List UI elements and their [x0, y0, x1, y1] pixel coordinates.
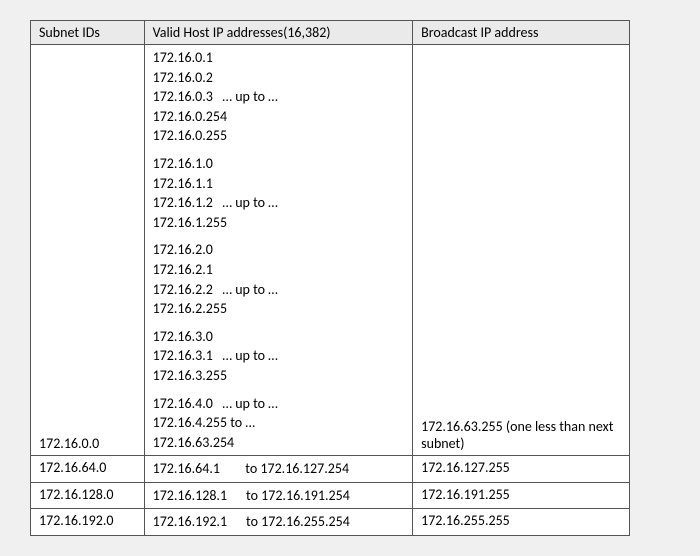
- ip-line: 172.16.2.255: [153, 299, 405, 319]
- host-range-cell: 172.16.192.1 to 172.16.255.254: [144, 509, 413, 536]
- table-body: 172.16.0.0172.16.0.1172.16.0.2172.16.0.3…: [31, 45, 630, 536]
- ip-line: 172.16.4.0 … up to …: [153, 394, 405, 414]
- ip-line: 172.16.3.1 … up to …: [153, 346, 405, 366]
- ip-line: 172.16.2.2 … up to …: [153, 280, 405, 300]
- ip-line: 172.16.0.3 … up to …: [153, 87, 405, 107]
- table-row: 172.16.128.0172.16.128.1 to 172.16.191.2…: [31, 482, 630, 509]
- host-range-cell: 172.16.128.1 to 172.16.191.254: [144, 482, 413, 509]
- table-row: 172.16.192.0172.16.192.1 to 172.16.255.2…: [31, 509, 630, 536]
- host-range-cell: 172.16.0.1172.16.0.2172.16.0.3 … up to ……: [144, 45, 413, 456]
- ip-line: 172.16.0.1: [153, 48, 405, 68]
- ip-line: 172.16.1.255: [153, 213, 405, 233]
- ip-line: 172.16.0.254: [153, 107, 405, 127]
- ip-line: 172.16.1.1: [153, 174, 405, 194]
- broadcast-cell: 172.16.63.255 (one less than next subnet…: [413, 45, 630, 456]
- subnet-id-cell: 172.16.128.0: [31, 482, 145, 509]
- col-host-header: Valid Host IP addresses(16,382): [144, 21, 413, 45]
- table-row: 172.16.0.0172.16.0.1172.16.0.2172.16.0.3…: [31, 45, 630, 456]
- broadcast-cell: 172.16.191.255: [413, 482, 630, 509]
- table-header-row: Subnet IDs Valid Host IP addresses(16,38…: [31, 21, 630, 45]
- ip-line: 172.16.3.255: [153, 366, 405, 386]
- ip-line: 172.16.2.0: [153, 240, 405, 260]
- host-range-cell: 172.16.64.1 to 172.16.127.254: [144, 456, 413, 483]
- broadcast-cell: 172.16.127.255: [413, 456, 630, 483]
- ip-line: 172.16.4.255 to …: [153, 413, 405, 433]
- subnet-id-cell: 172.16.64.0: [31, 456, 145, 483]
- ip-line: 172.16.0.255: [153, 126, 405, 146]
- subnet-id-cell: 172.16.192.0: [31, 509, 145, 536]
- col-broadcast-header: Broadcast IP address: [413, 21, 630, 45]
- subnet-table: Subnet IDs Valid Host IP addresses(16,38…: [30, 20, 630, 536]
- ip-line: 172.16.0.2: [153, 68, 405, 88]
- table-row: 172.16.64.0172.16.64.1 to 172.16.127.254…: [31, 456, 630, 483]
- ip-line: 172.16.1.2 … up to …: [153, 193, 405, 213]
- ip-line: 172.16.1.0: [153, 154, 405, 174]
- ip-line: 172.16.2.1: [153, 260, 405, 280]
- ip-line: 172.16.63.254: [153, 433, 405, 453]
- col-subnet-header: Subnet IDs: [31, 21, 145, 45]
- ip-line: 172.16.3.0: [153, 327, 405, 347]
- subnet-id-cell: 172.16.0.0: [31, 45, 145, 456]
- broadcast-cell: 172.16.255.255: [413, 509, 630, 536]
